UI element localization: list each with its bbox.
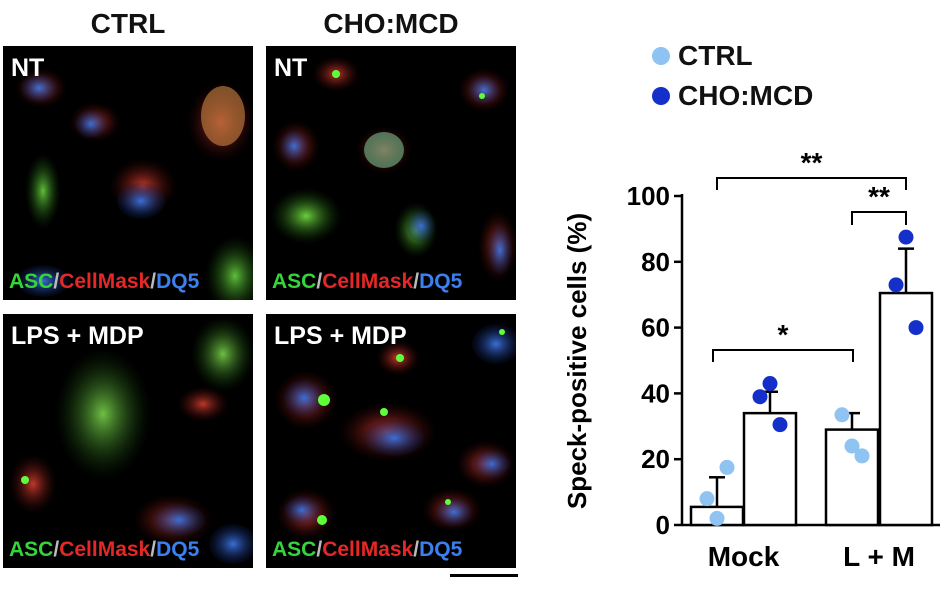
micrograph-image [270, 56, 516, 282]
data-point [908, 320, 924, 336]
condition-label: NT [11, 54, 45, 82]
data-point [719, 459, 735, 475]
y-tick-label: 40 [641, 378, 670, 408]
stain-legend: ASC/CellMask/DQ5 [9, 538, 200, 561]
data-point [844, 438, 860, 454]
bar [824, 428, 880, 527]
y-tick-label: 60 [641, 313, 670, 343]
micrograph-chomcd-nt: NT ASC/CellMask/DQ5 [266, 46, 516, 300]
y-tick-label: 20 [641, 444, 670, 474]
bar [742, 411, 798, 527]
column-title-chomcd: CHO:MCD [323, 8, 459, 39]
data-point [752, 389, 768, 405]
significance-bracket [851, 211, 907, 225]
y-tick-label: 80 [641, 247, 670, 277]
micrograph-image [9, 316, 253, 564]
micrograph-image [274, 324, 516, 540]
data-point [709, 510, 725, 526]
stain-legend: ASC/CellMask/DQ5 [272, 270, 463, 293]
significance-label: * [778, 319, 789, 350]
significance-bracket [712, 349, 854, 362]
micrograph-image [15, 68, 253, 300]
significance-bracket [716, 177, 907, 190]
legend-marker [652, 87, 670, 105]
micrograph-chomcd-lps-mdp: LPS + MDP ASC/CellMask/DQ5 [266, 314, 516, 568]
data-point [854, 448, 870, 464]
column-title-ctrl: CTRL [90, 8, 166, 39]
legend-marker [652, 47, 670, 65]
significance-label: ** [801, 147, 823, 178]
legend-item-ctrl: CTRL [652, 40, 753, 72]
data-point [834, 407, 850, 423]
y-axis-label: Speck-positive cells (%) [562, 213, 592, 509]
data-point [772, 417, 788, 433]
data-point [762, 376, 778, 392]
y-tick-label: 100 [627, 181, 670, 211]
stain-legend: ASC/CellMask/DQ5 [272, 538, 463, 561]
significance-label: ** [868, 181, 890, 212]
data-point [888, 277, 904, 293]
data-point [699, 491, 715, 507]
micrograph-ctrl-nt: NT ASC/CellMask/DQ5 [3, 46, 253, 300]
bar [878, 291, 934, 527]
condition-label: NT [274, 54, 308, 82]
legend-label: CTRL [678, 40, 753, 71]
legend-item-chomcd: CHO:MCD [652, 80, 813, 112]
condition-label: LPS + MDP [274, 322, 407, 350]
y-tick-label: 0 [656, 510, 670, 540]
micrograph-ctrl-lps-mdp: LPS + MDP ASC/CellMask/DQ5 [3, 314, 253, 568]
legend-label: CHO:MCD [678, 80, 814, 111]
stain-legend: ASC/CellMask/DQ5 [9, 270, 200, 293]
x-tick-label: L + M [843, 541, 915, 572]
data-point [898, 229, 914, 245]
scale-bar [450, 574, 518, 577]
condition-label: LPS + MDP [11, 322, 144, 350]
x-tick-label: Mock [708, 541, 780, 572]
